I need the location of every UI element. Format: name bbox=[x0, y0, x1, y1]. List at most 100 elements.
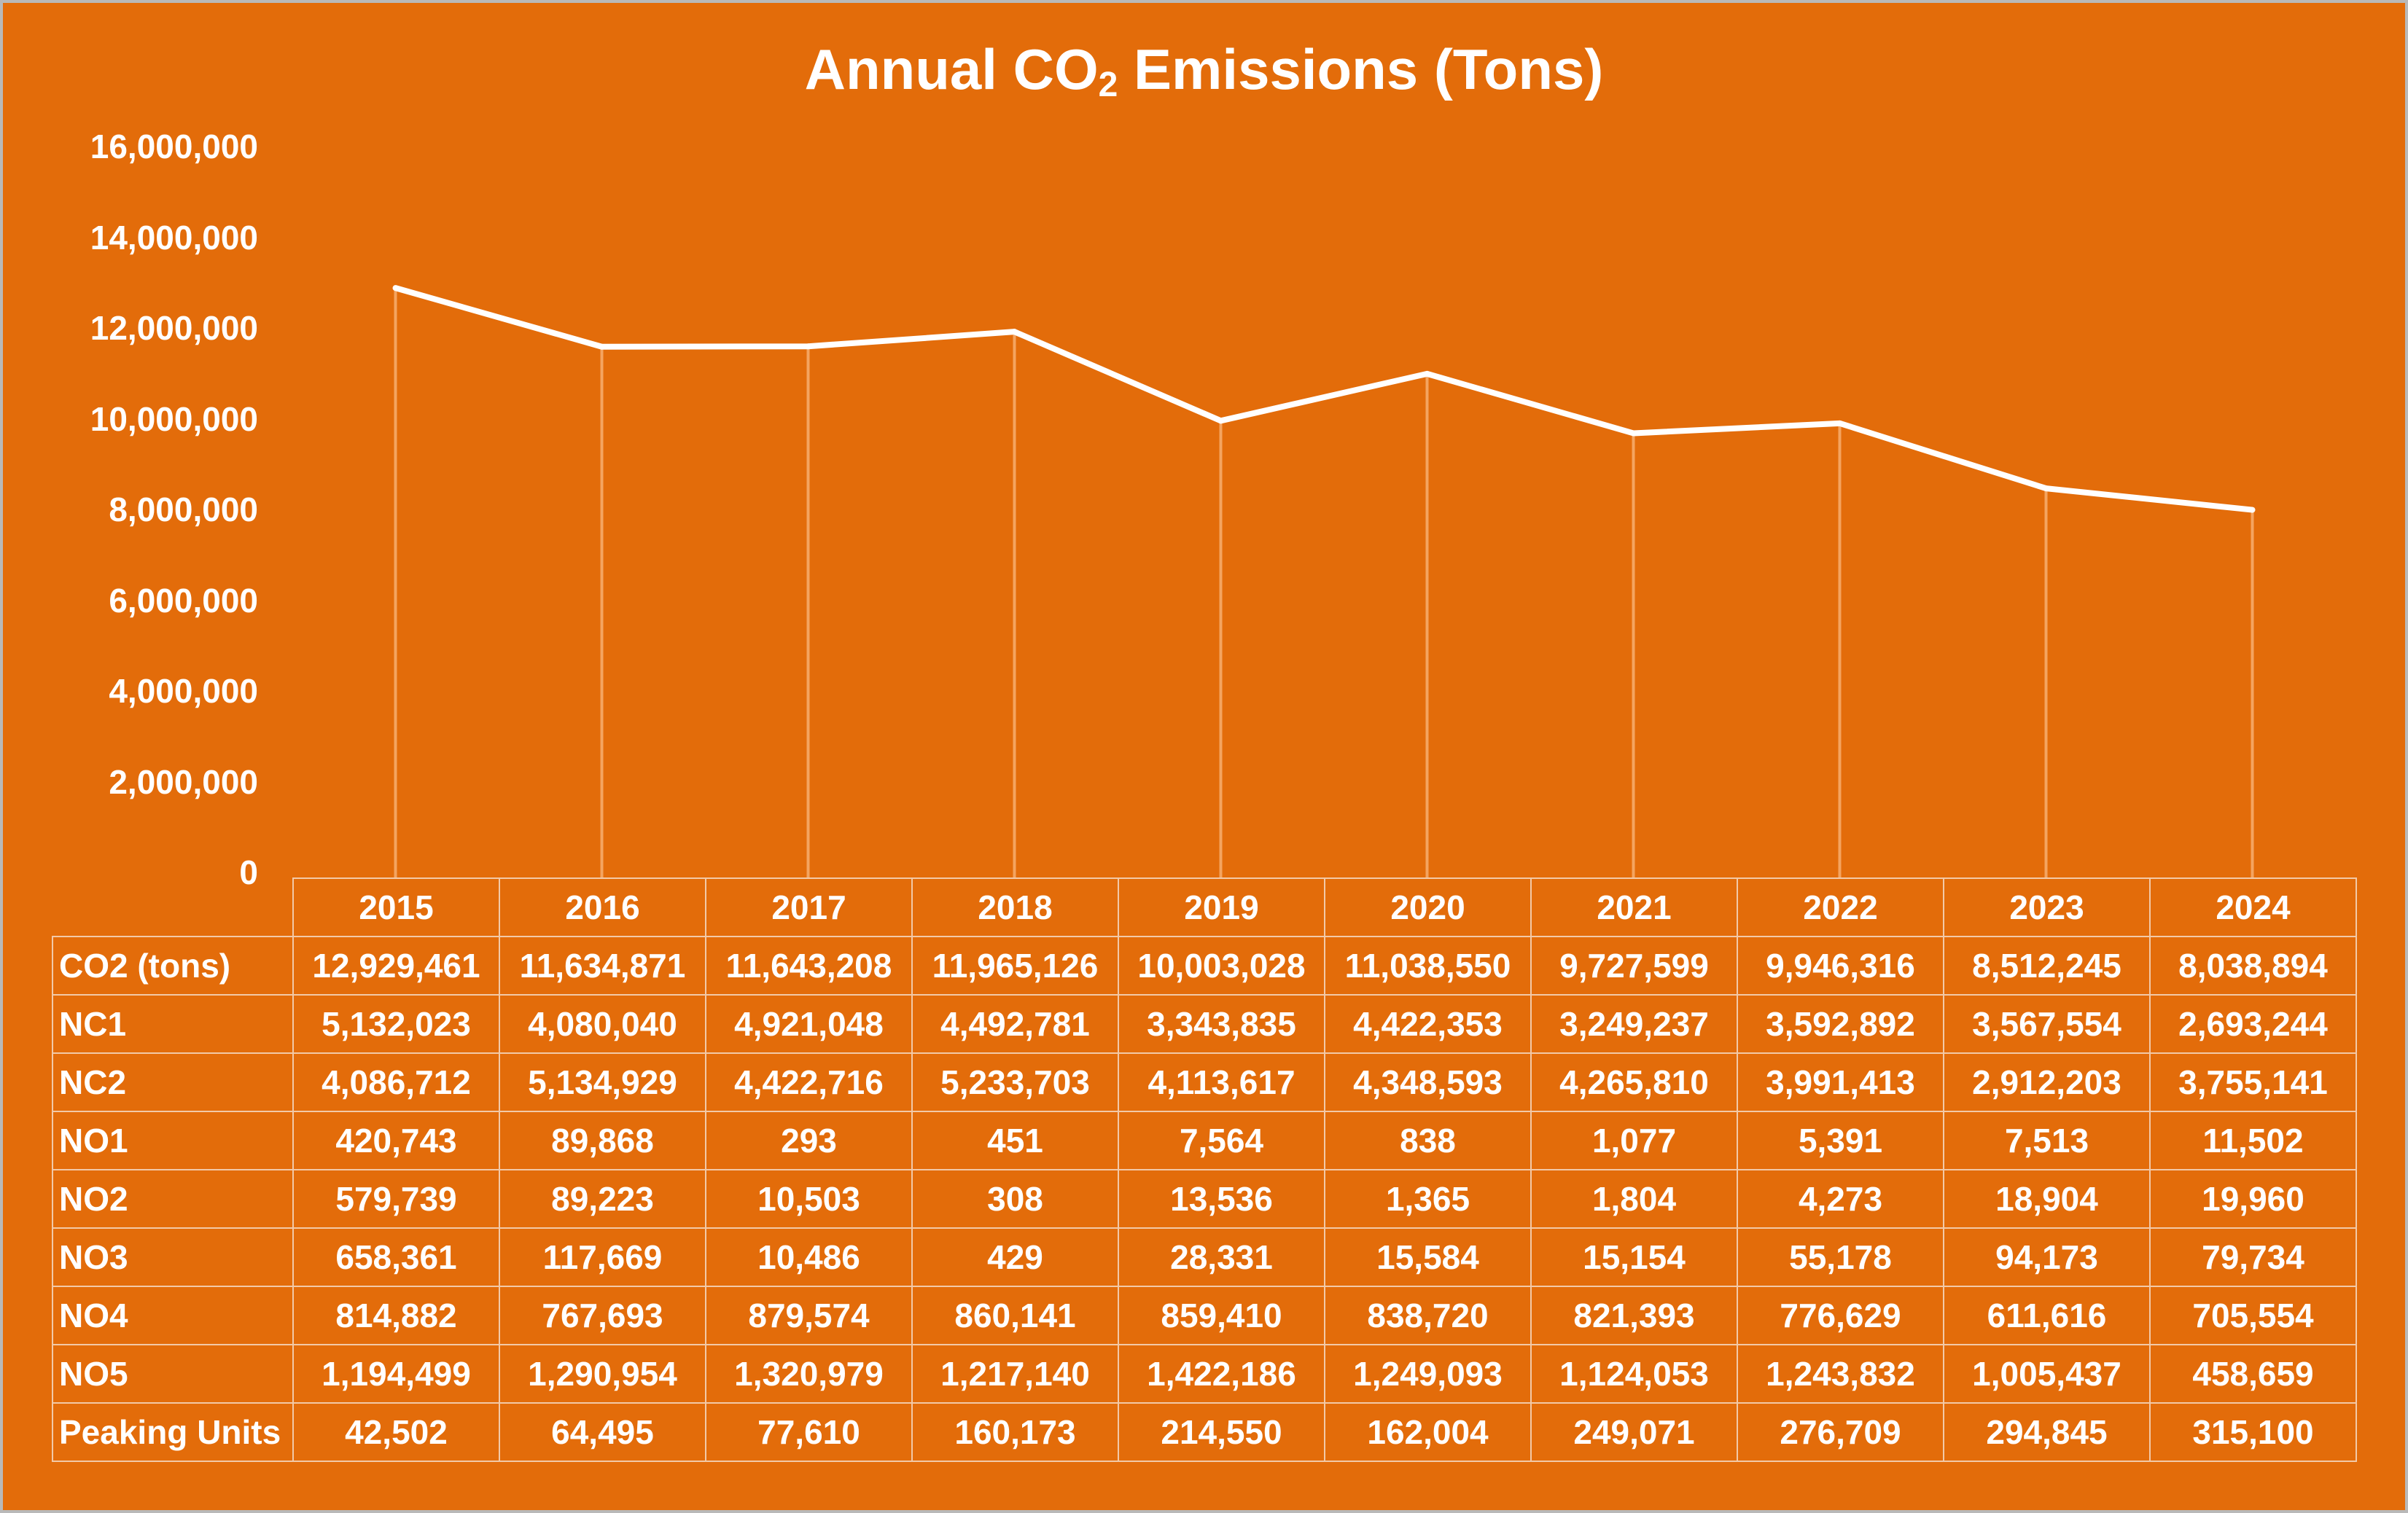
table-cell: 451 bbox=[911, 1111, 1119, 1170]
table-cell: 4,273 bbox=[1737, 1169, 1944, 1229]
data-point bbox=[805, 343, 811, 350]
plot-area bbox=[392, 285, 2256, 877]
table-cell: 11,634,871 bbox=[499, 936, 706, 996]
table-cell: 1,422,186 bbox=[1118, 1344, 1325, 1404]
table-cell: 611,616 bbox=[1943, 1286, 2151, 1345]
x-tick-label: 2019 bbox=[1118, 877, 1325, 937]
table-row: NC1 5,132,023 4,080,040 4,921,048 4,492,781 3… bbox=[52, 994, 2357, 1054]
table-row-label: NC2 bbox=[52, 1052, 294, 1112]
table-cell: 1,365 bbox=[1324, 1169, 1532, 1229]
table-cell: 4,921,048 bbox=[705, 994, 913, 1054]
table-cell: 10,003,028 bbox=[1118, 936, 1325, 996]
table-cell: 9,727,599 bbox=[1530, 936, 1738, 996]
table-cell: 117,669 bbox=[499, 1227, 706, 1287]
table-cell: 4,113,617 bbox=[1118, 1052, 1325, 1112]
table-cell: 77,610 bbox=[705, 1402, 913, 1462]
table-cell: 89,868 bbox=[499, 1111, 706, 1170]
table-cell: 838 bbox=[1324, 1111, 1532, 1170]
chart-title-main: Annual CO bbox=[804, 37, 1099, 101]
data-point bbox=[392, 285, 399, 292]
table-cell: 249,071 bbox=[1530, 1402, 1738, 1462]
data-point bbox=[599, 343, 605, 350]
table-cell: 429 bbox=[911, 1227, 1119, 1287]
y-tick-label: 12,000,000 bbox=[90, 309, 258, 347]
table-cell: 160,173 bbox=[911, 1402, 1119, 1462]
table-cell: 1,249,093 bbox=[1324, 1344, 1532, 1404]
data-table: 2015 2016 2017 2018 2019 2020 2021 2022 2023 2024… bbox=[52, 877, 2357, 1462]
table-cell: 4,422,716 bbox=[705, 1052, 913, 1112]
table-row-label: NO4 bbox=[52, 1286, 294, 1345]
data-point bbox=[2249, 507, 2256, 513]
table-cell: 15,154 bbox=[1530, 1227, 1738, 1287]
table-cell: 859,410 bbox=[1118, 1286, 1325, 1345]
table-cell: 79,734 bbox=[2149, 1227, 2357, 1287]
table-cell: 15,584 bbox=[1324, 1227, 1532, 1287]
table-row-label: NO3 bbox=[52, 1227, 294, 1287]
table-cell: 11,643,208 bbox=[705, 936, 913, 996]
table-row: NO3 658,361 117,669 10,486 429 28,331 15,584 15… bbox=[52, 1227, 2357, 1287]
table-cell: 308 bbox=[911, 1169, 1119, 1229]
table-cell: 11,502 bbox=[2149, 1111, 2357, 1170]
table-cell: 28,331 bbox=[1118, 1227, 1325, 1287]
table-cell: 11,038,550 bbox=[1324, 936, 1532, 996]
chart-title-suffix: Emissions (Tons) bbox=[1118, 37, 1604, 101]
table-cell: 3,343,835 bbox=[1118, 994, 1325, 1054]
x-tick-label: 2017 bbox=[705, 877, 913, 937]
table-cell: 42,502 bbox=[292, 1402, 500, 1462]
table-row-label: NC1 bbox=[52, 994, 294, 1054]
data-point bbox=[1011, 329, 1018, 335]
table-row: NO1 420,743 89,868 293 451 7,564 838 1,077 5,391… bbox=[52, 1111, 2357, 1170]
x-tick-label: 2022 bbox=[1737, 877, 1944, 937]
y-tick-label: 10,000,000 bbox=[90, 399, 258, 438]
table-cell: 2,693,244 bbox=[2149, 994, 2357, 1054]
table-row: Peaking Units 42,502 64,495 77,610 160,173 21… bbox=[52, 1402, 2357, 1462]
table-cell: 294,845 bbox=[1943, 1402, 2151, 1462]
table-cell: 1,194,499 bbox=[292, 1344, 500, 1404]
table-cell: 12,929,461 bbox=[292, 936, 500, 996]
table-row-label: NO5 bbox=[52, 1344, 294, 1404]
y-tick-label: 4,000,000 bbox=[109, 672, 258, 710]
x-tick-label: 2016 bbox=[499, 877, 706, 937]
table-cell: 1,217,140 bbox=[911, 1344, 1119, 1404]
x-tick-label: 2023 bbox=[1943, 877, 2151, 937]
table-cell: 3,249,237 bbox=[1530, 994, 1738, 1054]
series-line-co2 bbox=[394, 285, 2253, 513]
table-row: NO4 814,882 767,693 879,574 860,141 859,410 83… bbox=[52, 1286, 2357, 1345]
chart-title: Annual CO2 Emissions (Tons) bbox=[3, 36, 2405, 105]
y-tick-label: 8,000,000 bbox=[109, 490, 258, 528]
table-row-label: NO2 bbox=[52, 1169, 294, 1229]
table-cell: 293 bbox=[705, 1111, 913, 1170]
table-cell: 1,005,437 bbox=[1943, 1344, 2151, 1404]
chart-title-subscript: 2 bbox=[1098, 66, 1118, 104]
table-cell: 13,536 bbox=[1118, 1169, 1325, 1229]
x-tick-label: 2015 bbox=[292, 877, 500, 937]
table-cell: 162,004 bbox=[1324, 1402, 1532, 1462]
data-point bbox=[1424, 370, 1430, 377]
table-cell: 860,141 bbox=[911, 1286, 1119, 1345]
table-header-row: 2015 2016 2017 2018 2019 2020 2021 2022 2023 2024 bbox=[52, 877, 2357, 937]
table-row: NO2 579,739 89,223 10,503 308 13,536 1,365 1,80… bbox=[52, 1169, 2357, 1229]
table-cell: 1,320,979 bbox=[705, 1344, 913, 1404]
table-cell: 4,086,712 bbox=[292, 1052, 500, 1112]
table-cell: 2,912,203 bbox=[1943, 1052, 2151, 1112]
table-cell: 94,173 bbox=[1943, 1227, 2151, 1287]
table-cell: 458,659 bbox=[2149, 1344, 2357, 1404]
table-cell: 9,946,316 bbox=[1737, 936, 1944, 996]
table-cell: 5,134,929 bbox=[499, 1052, 706, 1112]
table-cell: 55,178 bbox=[1737, 1227, 1944, 1287]
table-corner bbox=[52, 878, 294, 937]
table-row-label: Peaking Units bbox=[52, 1402, 294, 1462]
table-cell: 18,904 bbox=[1943, 1169, 2151, 1229]
table-cell: 64,495 bbox=[499, 1402, 706, 1462]
y-tick-label: 16,000,000 bbox=[90, 128, 258, 165]
table-cell: 4,422,353 bbox=[1324, 994, 1532, 1054]
table-cell: 3,567,554 bbox=[1943, 994, 2151, 1054]
table-cell: 658,361 bbox=[292, 1227, 500, 1287]
table-cell: 8,038,894 bbox=[2149, 936, 2357, 996]
y-tick-label: 14,000,000 bbox=[90, 218, 258, 257]
table-cell: 214,550 bbox=[1118, 1402, 1325, 1462]
x-tick-label: 2024 bbox=[2149, 877, 2357, 937]
data-point bbox=[1836, 420, 1843, 426]
table-cell: 4,348,593 bbox=[1324, 1052, 1532, 1112]
